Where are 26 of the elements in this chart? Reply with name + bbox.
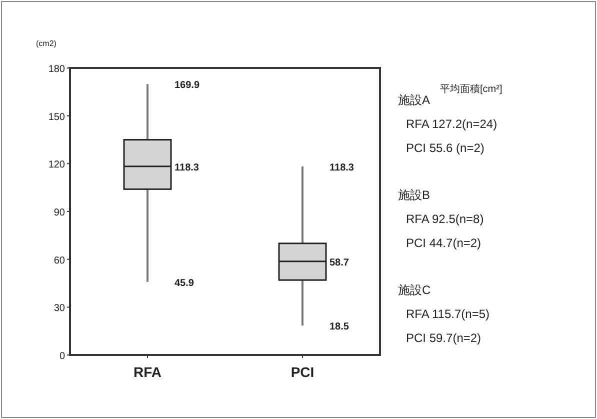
text: 施設B	[398, 188, 430, 202]
y-tick-label: 0	[59, 351, 66, 362]
text: 平均面積[cm²]	[440, 83, 502, 95]
annotation: 45.9	[174, 278, 194, 289]
x-tick-label: RFA	[134, 364, 162, 380]
y-tick-label: 150	[48, 112, 66, 123]
y-tick-label: 180	[48, 64, 66, 75]
y-tick-label: 60	[54, 255, 66, 266]
annotation: 18.5	[330, 322, 350, 333]
annotation: 169.9	[174, 80, 200, 92]
text: PCI 55.6 (n=2)	[406, 141, 484, 155]
text: RFA 127.2(n=24)	[406, 117, 498, 131]
annotation: 58.7	[330, 257, 350, 268]
text: RFA 92.5(n=8)	[406, 212, 484, 226]
text: RFA 115.7(n=5)	[406, 307, 490, 321]
annotation: 118.3	[174, 162, 200, 174]
text: 施設A	[398, 93, 430, 107]
y-tick-label: 30	[54, 303, 66, 314]
y-tick-label: 120	[48, 160, 66, 171]
text: PCI 59.7(n=2)	[406, 331, 482, 345]
y-axis-title: (cm2)	[36, 39, 57, 48]
text: 施設C	[398, 283, 431, 297]
text: PCI 44.7(n=2)	[406, 236, 482, 250]
annotation: 118.3	[330, 162, 354, 174]
y-tick-label: 90	[54, 208, 66, 218]
x-tick-label: PCI	[290, 364, 314, 380]
